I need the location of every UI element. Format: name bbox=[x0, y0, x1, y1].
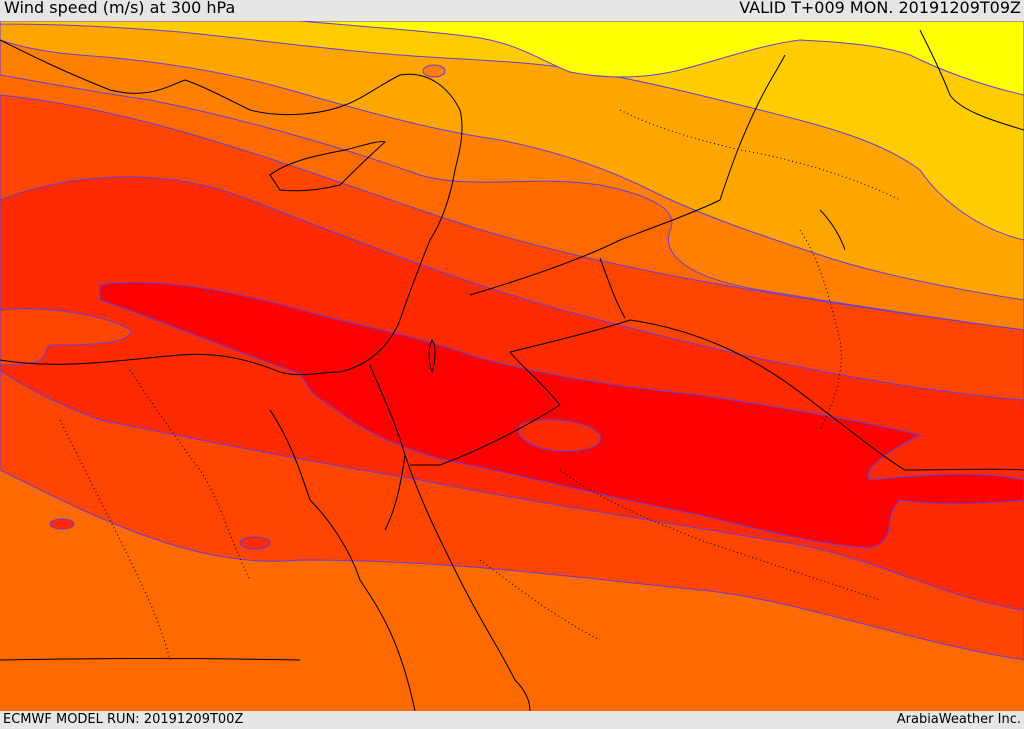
valid-time-label: VALID T+009 MON. 20191209T09Z bbox=[739, 0, 1021, 17]
coastlines bbox=[0, 29, 1024, 711]
country-borders bbox=[0, 54, 1024, 661]
band-blob-south-2 bbox=[239, 536, 271, 550]
band-yellow bbox=[299, 21, 1024, 96]
map-title: Wind speed (m/s) at 300 hPa bbox=[4, 0, 236, 17]
credit-label: ArabiaWeather Inc. bbox=[896, 712, 1021, 727]
wind-speed-map bbox=[0, 21, 1024, 711]
band-west-lobe bbox=[0, 308, 131, 366]
map-canvas bbox=[0, 21, 1024, 711]
band-core-blob bbox=[517, 419, 601, 452]
band-blob-north bbox=[422, 64, 446, 78]
band-red-core bbox=[99, 281, 1024, 549]
map-header: Wind speed (m/s) at 300 hPa VALID T+009 … bbox=[0, 0, 1024, 21]
map-footer: ECMWF MODEL RUN: 20191209T00Z ArabiaWeat… bbox=[0, 711, 1024, 729]
model-run-label: ECMWF MODEL RUN: 20191209T00Z bbox=[3, 712, 244, 727]
province-borders bbox=[59, 109, 901, 661]
band-blob-south-1 bbox=[49, 518, 75, 530]
